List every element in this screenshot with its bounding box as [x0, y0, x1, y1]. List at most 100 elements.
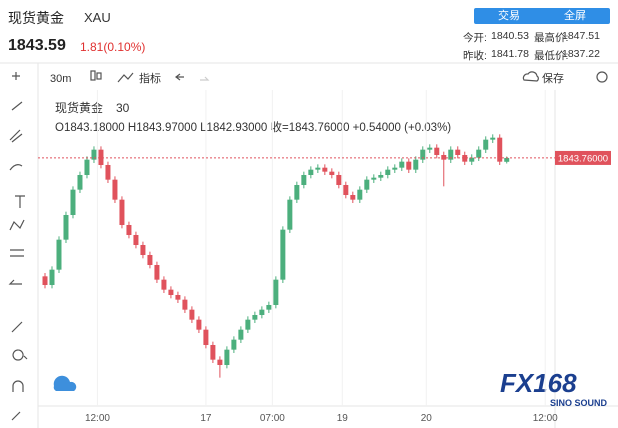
candle-body — [483, 139, 489, 150]
candle-body — [350, 195, 356, 200]
candle-body — [301, 175, 307, 185]
symbol: XAU — [84, 10, 111, 25]
candle-body — [126, 225, 132, 235]
last-price-label: 1843.76000 — [558, 153, 608, 164]
x-tick-label: 12:00 — [85, 413, 110, 424]
stat-value: 1837.22 — [562, 48, 600, 60]
candle-body — [476, 149, 482, 158]
last-price-tag — [555, 150, 611, 165]
candle-body — [140, 245, 146, 255]
candle-body — [119, 199, 125, 225]
toolbar-icons — [8, 70, 608, 421]
interval[interactable]: 30m — [50, 73, 71, 85]
legend-name: 现货黄金 — [55, 100, 103, 115]
x-tick-label: 12:00 — [533, 413, 558, 424]
candle-body — [175, 295, 181, 300]
candle-body — [49, 269, 55, 285]
candle-body — [224, 349, 230, 365]
trade-button[interactable]: 交易 — [474, 8, 544, 24]
candle-body — [364, 179, 370, 190]
candle-body — [413, 159, 419, 170]
stat-value: 1840.53 — [491, 30, 529, 42]
candle-body — [210, 345, 216, 360]
candle-body — [273, 279, 279, 305]
candle-body — [266, 305, 272, 310]
change: 1.81(0.10%) — [80, 40, 146, 54]
candle-body — [357, 189, 363, 200]
candle-body — [91, 149, 97, 160]
legend-ohlc: O1843.18000 H1843.97000 L1842.93000 收=18… — [55, 120, 451, 134]
price: 1843.59 — [8, 37, 66, 54]
candle-body — [434, 147, 440, 155]
candle-body — [427, 147, 433, 150]
candle-body — [441, 155, 447, 160]
candle-body — [105, 165, 111, 180]
stat-value: 1847.51 — [562, 30, 600, 42]
candle-body — [455, 149, 461, 155]
indicators[interactable]: 指标 — [139, 71, 161, 85]
candle-body — [371, 177, 377, 180]
candle-body — [469, 157, 475, 162]
candle-body — [168, 289, 174, 295]
candle-body — [182, 299, 188, 310]
candle-body — [112, 179, 118, 200]
candle-body — [490, 137, 496, 140]
candle-body — [196, 319, 202, 330]
candle-body — [294, 185, 300, 200]
fullscreen-button[interactable]: 全屏 — [540, 8, 610, 24]
candle-body — [259, 309, 265, 315]
candle-body — [252, 315, 258, 320]
candle-body — [42, 276, 48, 285]
candle-body — [133, 235, 139, 245]
stat-label: 最高价: — [534, 32, 569, 44]
candle-body — [322, 167, 328, 172]
candle-body — [448, 149, 454, 160]
candle-body — [308, 169, 314, 175]
candle-body — [56, 239, 62, 270]
candle-body — [462, 155, 468, 162]
candle-body — [406, 161, 412, 170]
candle-body — [392, 167, 398, 170]
x-tick-label: 17 — [200, 413, 212, 424]
candle-body — [336, 175, 342, 185]
watermark-brand: FX168 — [500, 368, 577, 398]
candle-body — [63, 215, 69, 240]
watermark-sub: SINO SOUND — [550, 398, 608, 408]
candle-body — [231, 339, 237, 350]
candle-body — [203, 329, 209, 345]
candle-body — [217, 359, 223, 365]
x-tick-label: 07:00 — [260, 413, 285, 424]
candle-body — [287, 199, 293, 230]
stat-label: 最低价: — [534, 50, 569, 62]
candle-body — [84, 159, 90, 175]
stat-label: 今开: — [463, 32, 487, 44]
candle-body — [497, 137, 503, 162]
candle-body — [238, 329, 244, 340]
candle-body — [385, 169, 391, 175]
stat-value: 1841.78 — [491, 48, 529, 60]
save[interactable]: 保存 — [542, 71, 564, 85]
candle-body — [280, 229, 286, 280]
legend-interval: 30 — [116, 101, 130, 115]
instrument-title: 现货黄金 — [8, 10, 64, 26]
candle-body — [420, 149, 426, 160]
x-tick-label: 20 — [421, 413, 433, 424]
candle-body — [315, 167, 321, 170]
candle-body — [504, 157, 510, 162]
candle-body — [343, 185, 349, 195]
x-tick-label: 19 — [337, 413, 349, 424]
candle-body — [70, 189, 76, 215]
candle-body — [189, 309, 195, 320]
candle-body — [154, 265, 160, 280]
candle-body — [98, 149, 104, 165]
stat-label: 昨收: — [463, 50, 487, 62]
candle-body — [77, 175, 83, 190]
candle-body — [329, 171, 335, 175]
candle-body — [161, 279, 167, 290]
brand-icon — [53, 375, 77, 391]
candle-body — [245, 319, 251, 330]
candle-body — [378, 175, 384, 178]
candle-body — [147, 255, 153, 265]
